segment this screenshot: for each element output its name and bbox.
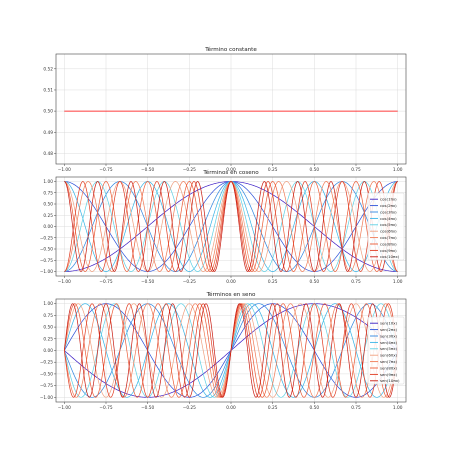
series-group [63,303,399,398]
legend-entry: cos(3πx) [380,209,397,214]
legend: sen(1πx)sen(2πx)sen(3πx) sen(4πx)sen(5πx)… [367,316,405,385]
x-tick-label: 0.50 [310,167,320,173]
x-tick-label: 0.25 [268,279,278,285]
y-tick-label: −0.75 [40,258,53,264]
y-tick-label: 1.00 [43,301,53,307]
y-tick-label: 0.25 [43,336,53,342]
y-tick-label: 0.50 [43,325,53,331]
y-tick-label: −0.75 [40,383,53,389]
legend-entry: sen(1πx) [380,321,398,326]
x-tick-label: 0.00 [226,279,236,285]
x-tick-label: −0.50 [141,167,154,173]
legend-entry: cos(6πx) [380,229,397,234]
axes-frame [55,53,407,165]
legend-entry: sen(4πx) [380,340,398,345]
series-line-10 [63,303,399,398]
y-tick-label: −0.50 [40,247,53,253]
y-tick-label: 0.51 [43,87,53,93]
axes-frame [55,298,407,403]
subplot-2: −1.00 −0.75 −0.50 −0.25 0.00 0.25 0.50 0.75 1.00… [40,169,407,285]
x-tick-label: 0.50 [310,279,320,285]
y-tick-label: 0.00 [43,348,53,354]
x-tick-label: −0.75 [99,405,112,411]
legend-entry: cos(10πx) [380,254,400,259]
legend-entry: cos(1πx) [380,197,397,202]
x-tick-label: 0.00 [226,405,236,411]
x-tick-label: 0.00 [226,167,236,173]
series-group [64,181,398,272]
x-tick-label: −0.50 [141,279,154,285]
x-tick-label: 1.00 [393,405,403,411]
x-tick-label: 1.00 [393,167,403,173]
legend-box [367,316,405,385]
y-tick-label: 0.49 [43,130,53,136]
legend-entry: cos(4πx) [380,216,397,221]
legend-box [367,192,405,261]
subplot-3: −1.00 −0.75 −0.50 −0.25 0.00 0.25 0.50 0.75 1.00… [40,291,407,411]
x-tick-label: 0.50 [310,405,320,411]
legend-entry: sen(10πx) [380,378,400,383]
legend-entry: cos(5πx) [380,222,397,227]
x-tick-label: −1.00 [58,405,71,411]
y-tick-label: 0.50 [43,109,53,115]
y-tick-label: −0.25 [40,235,53,241]
legend: cos(1πx)cos(2πx)cos(3πx) cos(4πx)cos(5πx)… [367,192,405,261]
x-tick-label: 1.00 [393,279,403,285]
x-tick-label: −0.50 [141,405,154,411]
legend-entry: cos(7πx) [380,235,397,240]
x-tick-label: 0.25 [268,167,278,173]
legend-entry: cos(9πx) [380,248,397,253]
series-line-10 [64,181,398,272]
legend-entry: sen(5πx) [380,346,398,351]
legend-entry: sen(3πx) [380,333,398,338]
legend-entry: cos(8πx) [380,241,397,246]
y-tick-label: −1.00 [40,269,53,275]
x-tick-label: 0.75 [351,167,361,173]
y-tick-label: 0.25 [43,213,53,219]
y-tick-label: −0.50 [40,371,53,377]
x-tick-label: 0.75 [351,279,361,285]
y-tick-label: −1.00 [40,395,53,401]
x-tick-label: −0.75 [99,279,112,285]
y-tick-label: 0.75 [43,190,53,196]
legend-entry: cos(2πx) [380,203,397,208]
x-tick-label: 0.75 [351,405,361,411]
legend-entry: sen(7πx) [380,359,398,364]
x-tick-label: 0.25 [268,405,278,411]
y-tick-label: 0.75 [43,313,53,319]
legend-entry: sen(8πx) [380,365,398,370]
y-tick-label: 0.52 [43,66,53,72]
subplots: −1.00 −0.75 −0.50 −0.25 0.00 0.25 0.50 0.75 1.00… [40,46,407,411]
x-tick-label: −1.00 [58,279,71,285]
x-tick-label: −0.25 [183,279,196,285]
x-tick-label: −0.25 [183,405,196,411]
legend-entry: sen(9πx) [380,372,398,377]
legend-entry: sen(6πx) [380,353,398,358]
y-tick-label: 0.00 [43,224,53,230]
x-tick-label: −1.00 [58,167,71,173]
axes-frame [55,176,407,277]
subplot-title: Términos en seno [206,291,256,298]
subplot-title: Término constante [204,46,257,53]
legend-entry: sen(2πx) [380,327,398,332]
y-tick-label: 0.48 [43,151,53,157]
subplot-title: Términos en coseno [202,169,259,176]
y-tick-label: 1.00 [43,179,53,185]
x-tick-label: −0.25 [183,167,196,173]
y-tick-label: 0.50 [43,202,53,208]
subplot-1: −1.00 −0.75 −0.50 −0.25 0.00 0.25 0.50 0.75 1.00… [43,46,407,173]
x-tick-label: −0.75 [99,167,112,173]
y-tick-label: −0.25 [40,360,53,366]
